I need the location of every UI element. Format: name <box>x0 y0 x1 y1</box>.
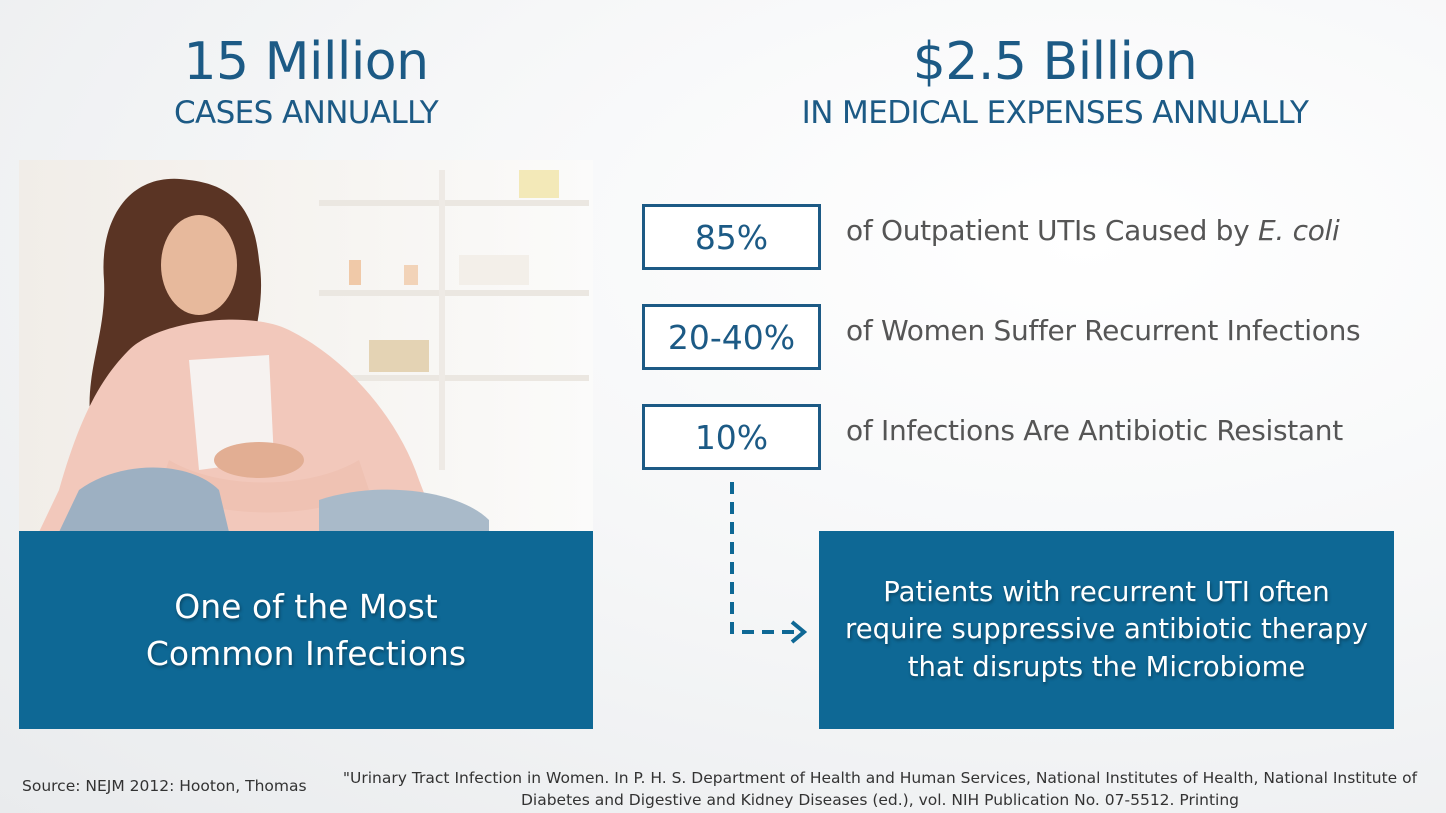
woman-with-stomach-pain-photo <box>19 160 593 532</box>
expenses-label: IN MEDICAL EXPENSES ANNUALLY <box>801 95 1309 131</box>
suppressive-therapy-callout: Patients with recurrent UTI often requir… <box>819 531 1394 729</box>
fact-text-recurrent: of Women Suffer Recurrent Infections <box>846 314 1361 347</box>
reference-citation: "Urinary Tract Infection in Women. In P.… <box>330 767 1430 811</box>
cases-value: 15 Million <box>183 32 429 92</box>
expenses-stat: $2.5 Billion IN MEDICAL EXPENSES ANNUALL… <box>740 36 1370 129</box>
reference-line-2: Diabetes and Digestive and Kidney Diseas… <box>520 791 1240 809</box>
percent-box-85: 85% <box>642 204 821 270</box>
fact-text: of Outpatient UTIs Caused by <box>846 214 1259 247</box>
dashed-arrow-icon <box>730 482 808 644</box>
callout-line-3: that disrupts the Microbiome <box>907 650 1306 683</box>
fact-text-resistant: of Infections Are Antibiotic Resistant <box>846 414 1343 447</box>
banner-line-1: One of the Most <box>174 587 438 626</box>
banner-line-2: Common Infections <box>145 634 467 673</box>
percent-box-20-40: 20-40% <box>642 304 821 370</box>
source-citation: Source: NEJM 2012: Hooton, Thomas <box>22 777 307 795</box>
most-common-infections-banner: One of the Most Common Infections <box>19 531 593 729</box>
percent-box-10: 10% <box>642 404 821 470</box>
fact-text-ecoli: of Outpatient UTIs Caused by E. coli <box>846 214 1340 247</box>
ecoli-emphasis: E. coli <box>1258 214 1340 247</box>
cases-label: CASES ANNUALLY <box>173 95 439 131</box>
reference-line-1: "Urinary Tract Infection in Women. In P.… <box>342 769 1418 787</box>
callout-line-2: require suppressive antibiotic therapy <box>845 613 1368 646</box>
cases-stat: 15 Million CASES ANNUALLY <box>19 36 593 129</box>
callout-line-1: Patients with recurrent UTI often <box>883 575 1330 608</box>
expenses-value: $2.5 Billion <box>912 32 1198 92</box>
